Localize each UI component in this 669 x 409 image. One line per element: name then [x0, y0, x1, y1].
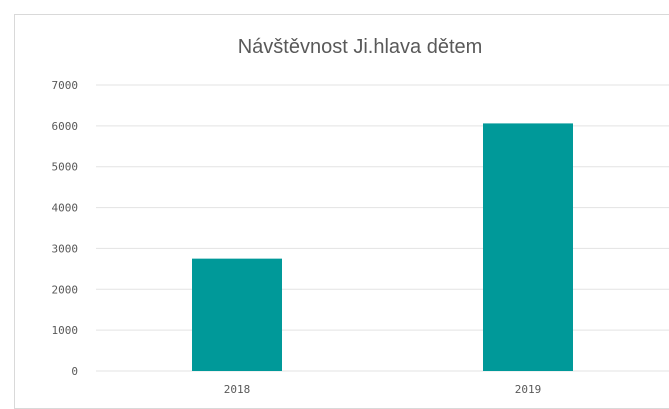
gridlines: [96, 84, 669, 372]
y-axis-ticks: 0 1000 2000 3000 4000 5000 6000 7000: [52, 79, 79, 378]
x-tick-label: 2018: [224, 383, 251, 396]
chart-title: Návštěvnost Ji.hlava dětem: [238, 36, 483, 58]
y-tick-label: 3000: [52, 242, 79, 255]
y-tick-label: 6000: [52, 120, 79, 133]
bar-2018: [192, 258, 282, 371]
y-tick-label: 7000: [52, 79, 79, 92]
bars: [192, 123, 573, 371]
x-axis-ticks: 2018 2019: [224, 383, 542, 396]
y-tick-label: 2000: [52, 283, 79, 296]
bar-2019: [483, 123, 573, 371]
y-tick-label: 4000: [52, 202, 79, 215]
y-tick-label: 0: [71, 365, 78, 378]
y-tick-label: 1000: [52, 324, 79, 337]
x-tick-label: 2019: [515, 383, 542, 396]
y-tick-label: 5000: [52, 161, 79, 174]
